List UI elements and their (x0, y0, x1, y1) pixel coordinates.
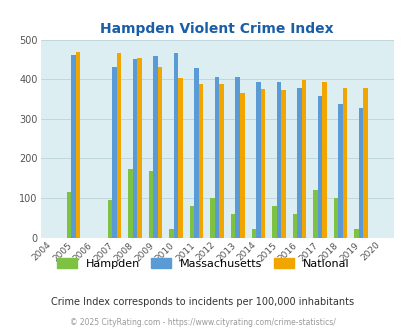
Bar (194, 68, 198, 238)
Bar (301, 81, 305, 238)
Bar (128, 170, 132, 238)
Bar (239, 93, 244, 238)
Bar (353, 229, 358, 238)
Bar (75, 52, 80, 238)
Bar (117, 53, 121, 238)
Bar (112, 67, 117, 238)
Bar (358, 108, 362, 238)
Title: Hampden Violent Crime Index: Hampden Violent Crime Index (100, 22, 333, 36)
Bar (362, 87, 367, 238)
Bar (66, 192, 71, 238)
Bar (235, 77, 239, 238)
Bar (251, 229, 256, 238)
Bar (342, 87, 346, 238)
Bar (198, 84, 203, 238)
Bar (230, 214, 235, 238)
Text: Crime Index corresponds to incidents per 100,000 inhabitants: Crime Index corresponds to incidents per… (51, 297, 354, 307)
Bar (137, 58, 141, 238)
Bar (210, 198, 214, 238)
Bar (190, 206, 194, 238)
Bar (173, 53, 178, 238)
Bar (214, 77, 219, 238)
Bar (271, 206, 276, 238)
Bar (158, 67, 162, 238)
Bar (321, 82, 326, 238)
Bar (132, 59, 137, 238)
Bar (107, 200, 112, 238)
Bar (260, 89, 264, 238)
Bar (256, 82, 260, 238)
Bar (169, 229, 173, 238)
Bar (292, 214, 296, 238)
Legend: Hampden, Massachusetts, National: Hampden, Massachusetts, National (52, 254, 353, 273)
Bar (153, 56, 158, 238)
Bar (276, 82, 280, 238)
Bar (333, 198, 337, 238)
Bar (312, 190, 317, 238)
Bar (337, 104, 342, 238)
Bar (296, 88, 301, 238)
Bar (178, 78, 183, 238)
Bar (219, 84, 224, 238)
Bar (149, 171, 153, 238)
Bar (71, 55, 75, 238)
Bar (317, 96, 321, 238)
Text: © 2025 CityRating.com - https://www.cityrating.com/crime-statistics/: © 2025 CityRating.com - https://www.city… (70, 318, 335, 327)
Bar (280, 90, 285, 238)
